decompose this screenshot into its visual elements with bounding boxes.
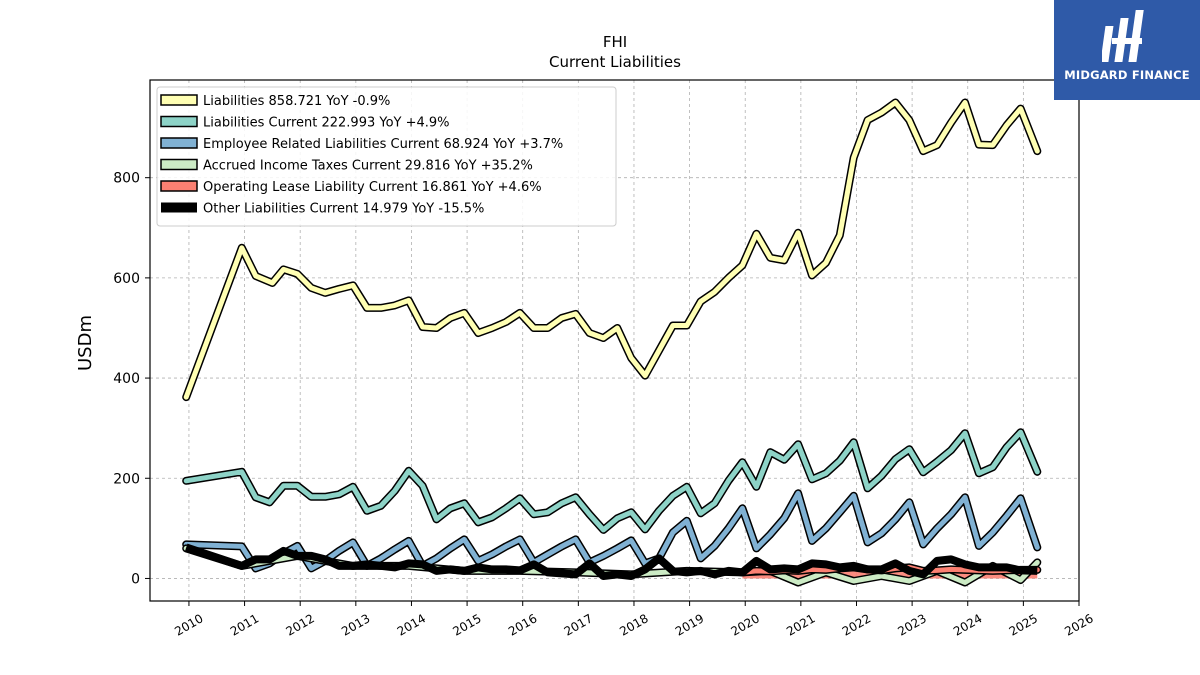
y-axis: 0 200 400 600 800 <box>113 171 150 587</box>
legend-label-liabilities-current: Liabilities Current 222.993 YoY +4.9% <box>203 116 450 131</box>
other-liabilities-current-line <box>184 543 1038 580</box>
brand-logo: MIDGARD FINANCE <box>1054 0 1200 100</box>
legend-swatch-operating-lease-liability-current <box>160 180 198 192</box>
legend-swatch-employee-related-liabilities-current <box>160 137 198 149</box>
employee-related-liabilities-current-line <box>183 490 1040 571</box>
y-tick-label: 600 <box>113 271 140 287</box>
chart-title: FHI <box>603 33 627 51</box>
legend-label-other-liabilities-current: Other Liabilities Current 14.979 YoY -15… <box>203 202 484 217</box>
liabilities-current-line <box>183 429 1040 533</box>
legend-label-accrued-income-taxes-current: Accrued Income Taxes Current 29.816 YoY … <box>203 159 533 174</box>
legend-swatch-accrued-income-taxes-current <box>160 158 198 171</box>
legend: Liabilities 858.721 YoY -0.9% Liabilities… <box>156 86 617 227</box>
y-axis-label: USDm <box>75 315 96 371</box>
brand-mark-icon <box>1102 10 1144 62</box>
legend-label-operating-lease-liability-current: Operating Lease Liability Current 16.861… <box>203 180 542 195</box>
legend-label-liabilities: Liabilities 858.721 YoY -0.9% <box>203 94 390 109</box>
y-tick-label: 800 <box>113 171 140 187</box>
series-lines <box>182 98 1042 587</box>
y-tick-label: 200 <box>113 471 140 487</box>
chart-subtitle: Current Liabilities <box>549 53 681 71</box>
legend-swatch-liabilities-current <box>160 115 198 128</box>
legend-swatch-liabilities <box>160 94 198 106</box>
legend-swatch-other-liabilities-current <box>161 202 197 213</box>
plot-frame <box>149 79 1080 602</box>
legend-box <box>156 86 617 227</box>
brand-name: MIDGARD FINANCE <box>1064 68 1190 82</box>
y-tick-label: 0 <box>131 571 140 587</box>
y-tick-label: 400 <box>113 371 140 387</box>
legend-label-employee-related-liabilities-current: Employee Related Liabilities Current 68.… <box>203 137 563 152</box>
liabilities-line <box>183 100 1040 400</box>
